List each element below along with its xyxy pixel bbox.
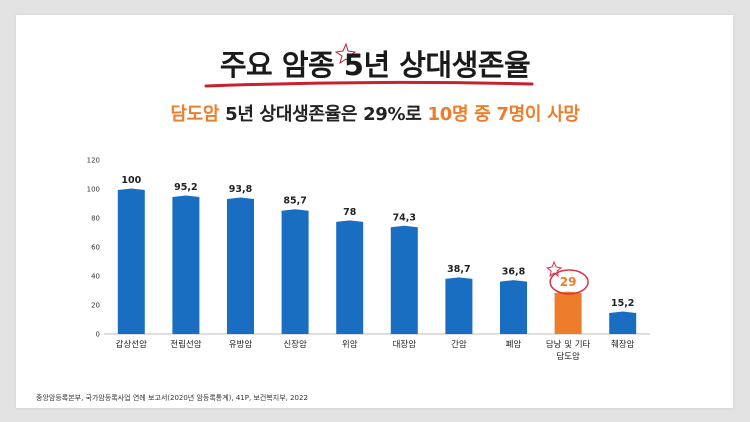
subtitle-accent-death: 10명 중 7명이 사망 <box>427 104 580 125</box>
data-label: 74,3 <box>393 212 416 223</box>
data-label: 15,2 <box>611 298 634 309</box>
y-tick-label: 100 <box>87 186 100 194</box>
y-tick-label: 20 <box>91 302 100 310</box>
data-label: 85,7 <box>283 196 306 207</box>
x-tick-label: 담낭 및 기타 <box>546 339 591 350</box>
bar <box>445 277 473 334</box>
x-tick-label: 위암 <box>342 339 358 350</box>
x-tick-label: 대장암 <box>393 339 417 350</box>
bar <box>390 225 418 334</box>
bar <box>336 220 364 334</box>
bar <box>117 188 145 334</box>
bar <box>172 195 200 334</box>
highlight-star-icon <box>545 260 563 278</box>
data-label: 93,8 <box>229 184 253 195</box>
subtitle-accent-cancer: 담도암 <box>170 104 220 125</box>
x-tick-label: 췌장암 <box>611 339 635 350</box>
bar <box>227 197 254 334</box>
page-title: 주요 암종 5년 상대생존율 <box>219 48 531 82</box>
x-tick-label: 신장암 <box>283 339 307 350</box>
title-star-icon <box>334 42 357 65</box>
data-label: 100 <box>121 175 141 186</box>
bar <box>609 311 637 334</box>
bar <box>281 209 309 334</box>
x-tick-label: 간암 <box>451 339 467 350</box>
x-tick-label: 전립선암 <box>170 339 201 350</box>
y-tick-label: 0 <box>96 331 100 339</box>
title-underline <box>204 80 534 88</box>
x-tick-label: 유방암 <box>229 339 253 350</box>
x-tick-label: 담도암 <box>556 351 580 362</box>
data-label: 38,7 <box>447 264 470 275</box>
source-note: 중앙암등록본부, 국가암등록사업 연례 보고서(2020년 암등록통계), 41… <box>36 394 308 402</box>
data-label: 36,8 <box>502 267 526 278</box>
data-label: 95,2 <box>174 182 197 193</box>
x-tick-label: 폐암 <box>506 339 522 350</box>
y-tick-label: 40 <box>91 273 100 281</box>
bar <box>500 280 527 334</box>
y-tick-label: 60 <box>91 244 100 252</box>
data-label: 29 <box>560 275 577 289</box>
highlight-circle <box>549 269 589 295</box>
bar <box>554 291 582 334</box>
y-tick-label: 80 <box>91 215 100 223</box>
x-tick-label: 갑상선암 <box>116 339 147 350</box>
page-subtitle: 담도암 5년 상대생존율은 29%로 10명 중 7명이 사망 <box>0 100 750 126</box>
data-label: 78 <box>343 207 357 218</box>
subtitle-text: 5년 상대생존율은 29%로 <box>219 104 428 125</box>
y-tick-label: 120 <box>87 157 100 165</box>
